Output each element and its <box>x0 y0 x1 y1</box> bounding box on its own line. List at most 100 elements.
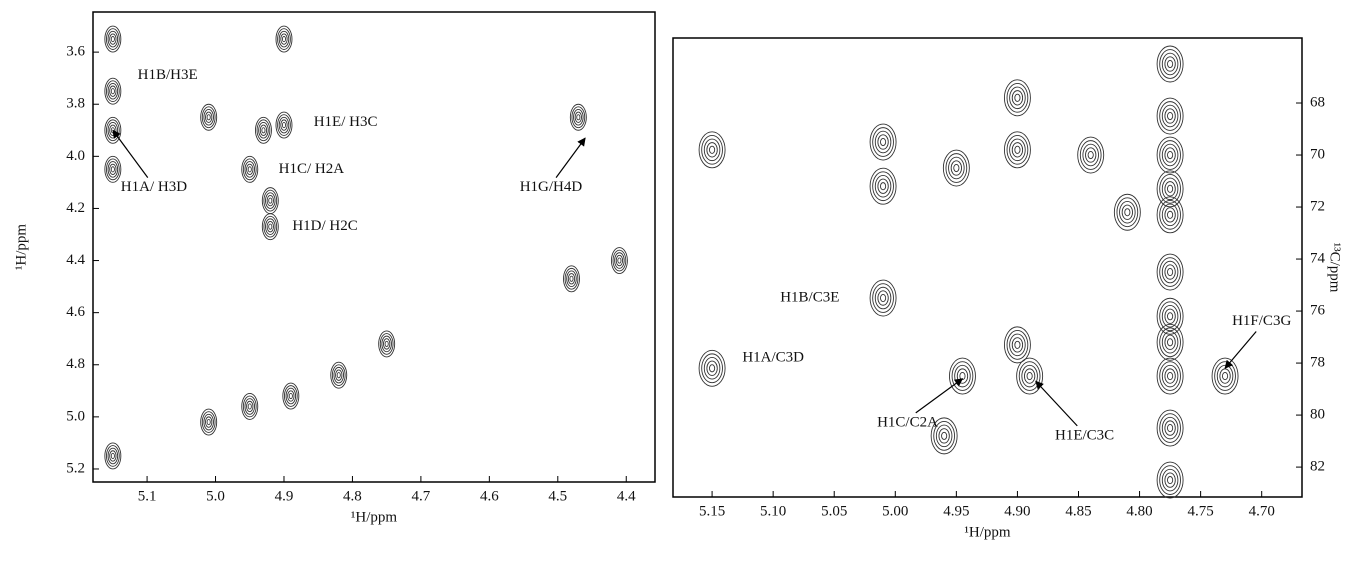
contour-ring <box>205 111 213 123</box>
contour-ring <box>571 106 586 129</box>
contour-ring <box>953 163 960 173</box>
x-axis-label: ¹H/ppm <box>351 509 397 525</box>
contour-ring <box>275 25 293 53</box>
annotation: H1C/C2A <box>877 414 938 430</box>
contour-ring <box>1161 416 1179 440</box>
contour-ring <box>1016 357 1044 395</box>
x-tick-label: 4.85 <box>1065 503 1091 519</box>
annotation: H1E/C3C <box>1055 427 1114 443</box>
contour-ring <box>1164 368 1176 384</box>
contour-ring <box>933 421 955 451</box>
contour-ring <box>1082 143 1099 167</box>
contour-ring <box>283 385 298 407</box>
contour-ring <box>950 160 963 176</box>
contour-ring <box>1113 193 1141 231</box>
contour-ring <box>201 106 216 129</box>
contour-ring <box>880 294 887 303</box>
contour-ring <box>1156 45 1184 83</box>
contour-ring <box>109 33 117 45</box>
contour-ring <box>574 111 582 123</box>
contour-ring <box>706 360 718 376</box>
y-tick-label: 4.4 <box>66 252 85 268</box>
contour-ring <box>263 189 278 212</box>
contour-ring <box>268 197 273 204</box>
contour-ring <box>959 372 966 381</box>
contour-ring <box>706 142 718 158</box>
contour-ring <box>877 290 889 306</box>
contour-ring <box>1124 208 1131 217</box>
annotation: H1B/H3E <box>138 67 198 83</box>
contour-ring <box>1161 52 1179 76</box>
contour-ring <box>1164 56 1176 72</box>
contour-ring <box>1164 207 1176 223</box>
contour-ring <box>1003 131 1031 169</box>
contour-ring <box>1159 465 1181 495</box>
contour-ring <box>698 349 726 387</box>
contour-ring <box>945 153 968 183</box>
plot-frame <box>92 11 656 483</box>
contour-ring <box>1003 79 1031 117</box>
contour-ring <box>1156 461 1184 499</box>
contour-ring <box>379 333 394 355</box>
contour-ring <box>1077 136 1105 174</box>
contour-ring <box>109 163 117 176</box>
contour-ring <box>266 221 274 233</box>
contour-ring <box>107 30 119 48</box>
contour-ring <box>384 340 389 347</box>
contour-ring <box>880 182 887 191</box>
annotation-arrow <box>1224 331 1257 369</box>
y-tick-label: 76 <box>1310 302 1326 318</box>
contour-ring <box>1164 147 1176 163</box>
contour-ring <box>265 218 276 235</box>
annotation: H1A/C3D <box>742 349 804 365</box>
contour-ring <box>1167 184 1174 193</box>
contour-ring <box>1116 197 1139 228</box>
contour-ring <box>277 114 291 136</box>
contour-ring <box>1164 308 1176 324</box>
y-tick-label: 80 <box>1310 407 1325 423</box>
contour-ring <box>880 137 887 147</box>
contour-ring <box>1164 334 1176 350</box>
contour-ring <box>1161 305 1179 328</box>
contour-ring <box>576 114 581 121</box>
contour-ring <box>701 134 723 165</box>
y-tick-label: 5.0 <box>66 408 85 424</box>
x-tick-label: 4.95 <box>943 503 969 519</box>
contour-ring <box>200 103 218 131</box>
contour-ring <box>1009 333 1026 357</box>
contour-ring <box>869 167 897 205</box>
contour-ring <box>938 428 950 444</box>
contour-ring <box>698 131 726 169</box>
contour-ring <box>247 403 252 410</box>
contour-ring <box>951 361 974 391</box>
y-tick-label: 3.6 <box>66 44 85 60</box>
y-axis-label: ¹³C/ppm <box>1327 243 1343 293</box>
x-tick-label: 4.70 <box>1249 503 1275 519</box>
contour-ring <box>266 194 274 207</box>
annotation: H1E/ H3C <box>314 114 378 130</box>
contour-ring <box>874 130 892 154</box>
x-tick-label: 5.05 <box>821 503 847 519</box>
contour-ring <box>258 122 269 139</box>
y-tick-label: 4.2 <box>66 200 85 216</box>
contour-ring <box>869 279 897 317</box>
contour-ring <box>1087 150 1094 160</box>
contour-ring <box>874 286 892 310</box>
contour-ring <box>287 390 295 402</box>
contour-ring <box>1018 361 1041 391</box>
contour-ring <box>378 330 396 358</box>
contour-ring <box>1219 368 1231 384</box>
contour-ring <box>1014 340 1021 349</box>
contour-ring <box>256 119 271 142</box>
contour-ring <box>949 357 976 395</box>
contour-ring <box>1161 468 1179 492</box>
x-tick-label: 4.8 <box>343 488 362 504</box>
contour-ring <box>1011 90 1024 106</box>
contour-ring <box>281 36 287 43</box>
contour-ring <box>563 265 580 293</box>
x-tick-label: 4.75 <box>1188 503 1214 519</box>
contour-ring <box>383 338 391 350</box>
x-tick-label: 5.1 <box>138 488 157 504</box>
contour-ring <box>1159 361 1181 391</box>
contour-ring <box>1156 253 1184 291</box>
